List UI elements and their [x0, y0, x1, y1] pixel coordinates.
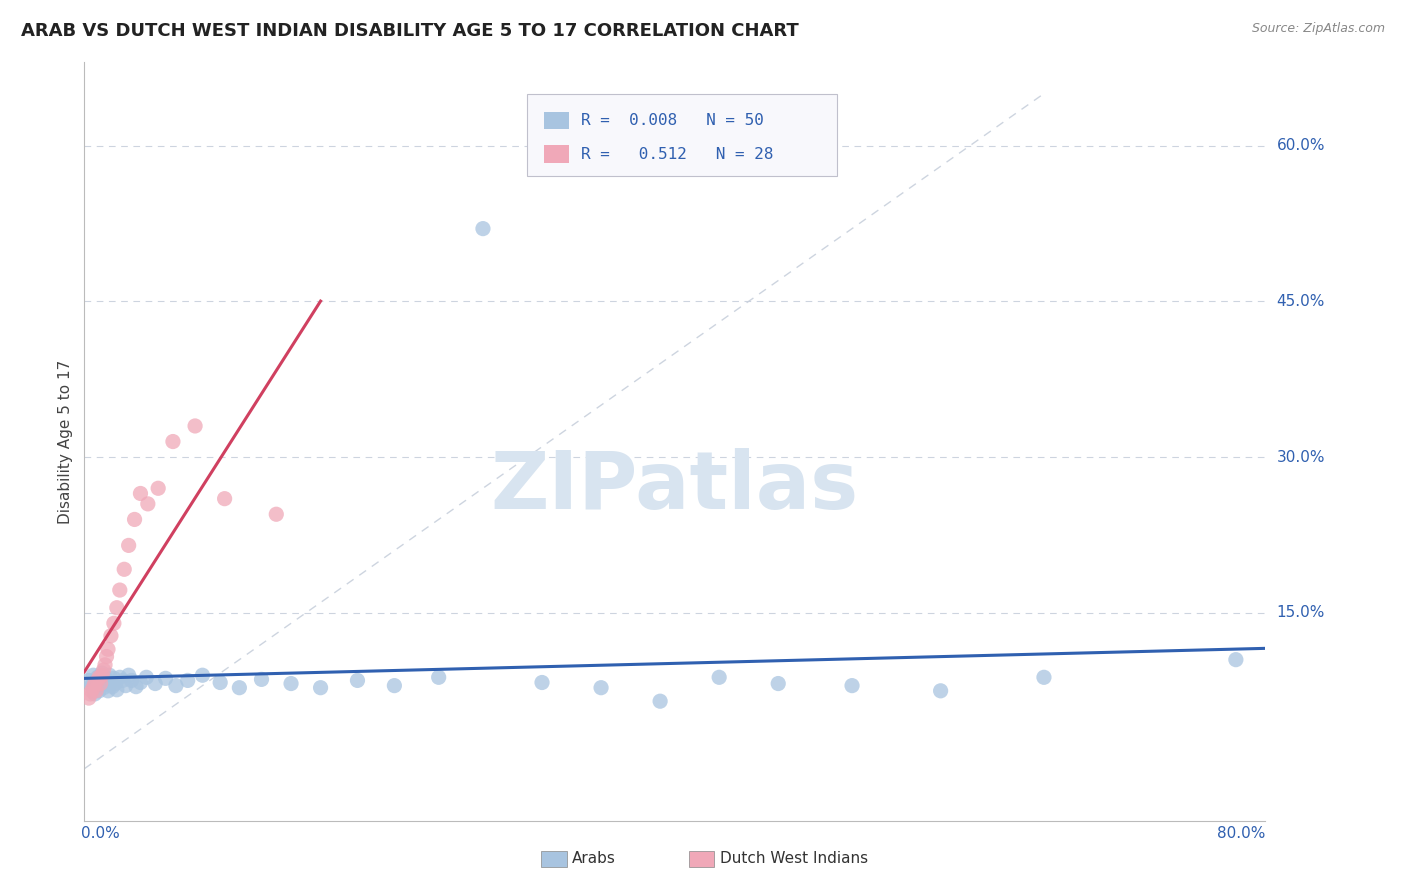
Point: [135, 670, 157, 684]
Point: [768, 676, 790, 690]
Y-axis label: Disability Age 5 to 17: Disability Age 5 to 17: [58, 359, 73, 524]
Point: [162, 434, 184, 449]
Point: [112, 562, 135, 576]
Point: [111, 673, 134, 688]
Point: [1225, 653, 1247, 667]
Point: [98, 668, 121, 682]
Point: [250, 673, 273, 687]
Text: 15.0%: 15.0%: [1277, 606, 1324, 621]
Point: [177, 673, 200, 688]
Point: [94, 670, 117, 684]
Point: [124, 512, 146, 526]
Point: [103, 671, 125, 685]
Point: [108, 670, 131, 684]
Point: [209, 675, 232, 690]
Point: [280, 676, 302, 690]
Point: [309, 681, 332, 695]
Point: [77, 691, 100, 706]
Point: [143, 676, 166, 690]
Text: ARAB VS DUTCH WEST INDIAN DISABILITY AGE 5 TO 17 CORRELATION CHART: ARAB VS DUTCH WEST INDIAN DISABILITY AGE…: [21, 22, 799, 40]
Point: [121, 673, 143, 688]
Text: Source: ZipAtlas.com: Source: ZipAtlas.com: [1251, 22, 1385, 36]
Point: [80, 683, 103, 698]
Point: [228, 681, 250, 695]
Point: [591, 681, 613, 695]
Point: [118, 538, 141, 552]
Point: [105, 600, 128, 615]
Point: [82, 681, 104, 695]
Point: [129, 675, 152, 690]
Point: [125, 680, 148, 694]
Point: [82, 668, 104, 682]
Point: [100, 675, 122, 690]
Point: [101, 680, 124, 694]
Point: [100, 629, 122, 643]
Point: [84, 676, 107, 690]
Point: [531, 675, 554, 690]
Point: [709, 670, 731, 684]
Point: [472, 221, 495, 235]
Point: [148, 481, 170, 495]
Point: [86, 673, 108, 688]
Point: [94, 657, 117, 672]
Text: 45.0%: 45.0%: [1277, 293, 1324, 309]
Point: [650, 694, 672, 708]
Point: [80, 679, 103, 693]
Point: [91, 666, 114, 681]
Point: [841, 679, 863, 693]
Point: [136, 497, 159, 511]
Point: [129, 486, 152, 500]
Text: R =   0.512   N = 28: R = 0.512 N = 28: [581, 147, 773, 161]
Point: [91, 668, 114, 682]
Point: [86, 670, 108, 684]
Point: [104, 676, 127, 690]
Point: [97, 683, 120, 698]
Point: [97, 642, 120, 657]
Point: [79, 687, 101, 701]
Point: [214, 491, 236, 506]
Point: [93, 681, 115, 695]
Point: [184, 419, 207, 434]
Point: [346, 673, 368, 688]
Point: [114, 679, 136, 693]
Point: [83, 676, 105, 690]
Point: [155, 671, 177, 685]
Point: [382, 679, 406, 693]
Point: [108, 583, 131, 598]
Text: 30.0%: 30.0%: [1277, 450, 1324, 465]
Point: [929, 683, 952, 698]
Text: 60.0%: 60.0%: [1277, 138, 1324, 153]
Point: [266, 508, 288, 522]
Point: [427, 670, 450, 684]
Point: [93, 663, 115, 677]
Point: [96, 649, 118, 664]
Point: [191, 668, 214, 682]
Point: [1033, 670, 1056, 684]
Point: [96, 676, 118, 690]
Text: Dutch West Indians: Dutch West Indians: [720, 851, 868, 865]
Point: [90, 676, 112, 690]
Point: [105, 682, 128, 697]
Point: [103, 616, 125, 631]
Point: [90, 673, 112, 688]
Point: [87, 683, 111, 698]
Point: [84, 683, 107, 698]
Text: ZIPatlas: ZIPatlas: [491, 448, 859, 526]
Text: 0.0%: 0.0%: [82, 826, 120, 841]
Point: [87, 670, 111, 684]
Point: [165, 679, 187, 693]
Point: [83, 687, 105, 701]
Point: [77, 673, 100, 688]
Text: Arabs: Arabs: [572, 851, 616, 865]
Text: R =  0.008   N = 50: R = 0.008 N = 50: [581, 113, 763, 128]
Text: 80.0%: 80.0%: [1218, 826, 1265, 841]
Point: [118, 668, 141, 682]
